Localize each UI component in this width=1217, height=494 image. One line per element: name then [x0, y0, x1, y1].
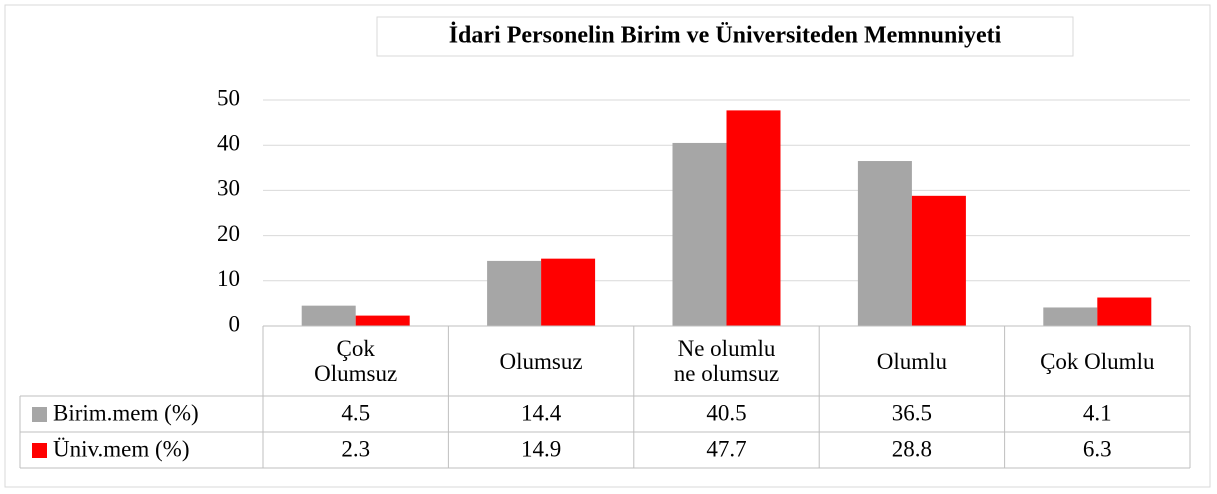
table-value: 4.5 [341, 400, 370, 425]
category-label: Çok Olumsuz [314, 336, 398, 386]
y-tick-label: 50 [217, 85, 240, 110]
y-tick-label: 30 [217, 176, 240, 201]
legend-swatch [32, 443, 47, 458]
table-value: 47.7 [706, 436, 746, 461]
table-value: 2.3 [341, 436, 370, 461]
bar [487, 260, 542, 326]
chart-border [4, 4, 1211, 488]
chart-title: İdari Personelin Birim ve Üniversiteden … [449, 23, 1002, 49]
bar [355, 315, 410, 326]
y-tick-label: 20 [217, 221, 240, 246]
y-tick-label: 0 [229, 311, 241, 336]
category-label: Olumsuz [499, 348, 583, 374]
table-value: 40.5 [706, 400, 746, 425]
y-tick-label: 40 [217, 130, 240, 155]
table-value: 6.3 [1083, 436, 1112, 461]
legend-label: Üniv.mem (%) [53, 436, 189, 461]
y-tick-label: 10 [217, 266, 240, 291]
category-label: Çok Olumlu [1040, 348, 1155, 374]
title-box [376, 16, 1074, 57]
bar [1097, 297, 1152, 326]
legend-label: Birim.mem (%) [53, 400, 199, 425]
bar [911, 195, 966, 326]
table-value: 28.8 [892, 436, 932, 461]
bar [541, 258, 596, 326]
bar [301, 305, 356, 326]
legend-swatch [32, 407, 47, 422]
bar [1043, 307, 1098, 326]
table-value: 36.5 [892, 400, 932, 425]
bar [726, 110, 781, 326]
table-value: 4.1 [1083, 400, 1112, 425]
bar [672, 142, 727, 326]
bar [857, 161, 912, 326]
category-label: Olumlu [876, 348, 948, 374]
table-value: 14.9 [521, 436, 561, 461]
category-label: Ne olumlu ne olumsuz [673, 336, 780, 386]
table-value: 14.4 [521, 400, 562, 425]
